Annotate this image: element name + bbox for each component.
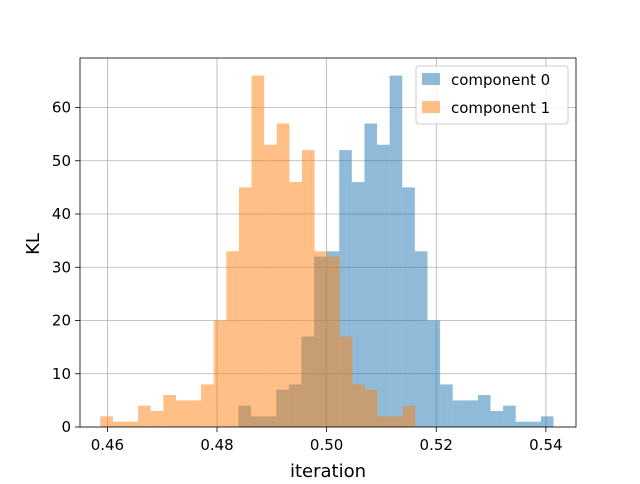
axes-frame (79, 57, 577, 428)
histogram-bar-component-0 (364, 123, 378, 428)
histogram-bar-component-1 (188, 400, 202, 427)
histogram-bar-component-0 (515, 421, 529, 427)
histogram-bar-component-1 (238, 187, 252, 427)
y-axis-label: KL (23, 233, 44, 255)
x-tick-label: 0.50 (310, 436, 343, 454)
histogram-bar-component-1 (339, 336, 353, 427)
bars (100, 75, 554, 428)
y-tick-label: 30 (52, 258, 71, 276)
histogram-bar-component-1 (314, 251, 328, 427)
histogram-bar-component-1 (100, 416, 113, 427)
x-tick-label: 0.48 (200, 436, 233, 454)
histogram-bar-component-1 (125, 421, 139, 427)
y-tick-label: 60 (52, 99, 71, 117)
legend-swatch-component-0 (422, 73, 440, 85)
histogram-bar-component-1 (201, 384, 214, 427)
histogram-bar-component-0 (389, 75, 403, 428)
histogram-bar-component-1 (377, 416, 391, 427)
histogram-bar-component-1 (150, 411, 164, 427)
histogram-bar-component-0 (528, 421, 541, 427)
histogram-bar-component-1 (364, 389, 378, 427)
x-tick-label: 0.54 (529, 436, 562, 454)
histogram-bar-component-1 (301, 150, 315, 427)
histogram-bar-component-0 (452, 400, 466, 427)
histogram-bar-component-1 (289, 182, 302, 427)
histogram-bar-component-1 (213, 320, 227, 427)
histogram-bar-component-0 (427, 320, 441, 427)
series-component-1 (100, 75, 416, 428)
grid-lines (80, 58, 576, 428)
ticks: 0.46 0.48 0.50 0.52 0.54 0 10 20 30 40 50 60 (52, 99, 563, 454)
histogram-bar-component-1 (163, 395, 176, 427)
x-tick-label: 0.46 (91, 436, 124, 454)
histogram-bar-component-1 (276, 123, 290, 428)
histogram-bar-component-1 (226, 251, 239, 427)
histogram-bar-component-0 (351, 182, 365, 427)
histogram-bar-component-1 (138, 405, 151, 427)
histogram-bar-component-1 (402, 405, 416, 427)
x-axis-label: iteration (290, 461, 366, 480)
y-tick-label: 0 (61, 418, 71, 436)
legend-label-component-1: component 1 (451, 99, 550, 117)
histogram-bar-component-1 (251, 75, 265, 428)
histogram-bar-component-0 (503, 405, 516, 427)
histogram-bar-component-1 (112, 421, 126, 427)
histogram-bar-component-0 (465, 400, 478, 427)
histogram-bar-component-1 (327, 256, 340, 427)
histogram-bar-component-0 (490, 411, 504, 427)
y-tick-label: 40 (52, 205, 71, 223)
y-tick-label: 50 (52, 152, 71, 170)
legend-label-component-0: component 0 (451, 71, 550, 89)
histogram-bar-component-1 (175, 400, 189, 427)
histogram-bar-component-1 (264, 144, 277, 427)
legend-swatch-component-1 (422, 101, 440, 113)
y-tick-label: 10 (52, 365, 71, 383)
histogram-bar-component-0 (414, 251, 428, 427)
y-tick-label: 20 (52, 312, 71, 330)
histogram-bar-component-0 (377, 144, 390, 427)
histogram-bar-component-0 (440, 384, 453, 427)
legend: component 0 component 1 (415, 65, 569, 125)
x-tick-label: 0.52 (420, 436, 453, 454)
histogram-bar-component-1 (390, 416, 403, 427)
histogram-bar-component-0 (477, 395, 491, 427)
legend-frame (415, 65, 569, 125)
histogram-bar-component-1 (352, 384, 365, 427)
histogram-bar-component-0 (540, 416, 554, 427)
histogram-bar-component-0 (402, 187, 415, 427)
